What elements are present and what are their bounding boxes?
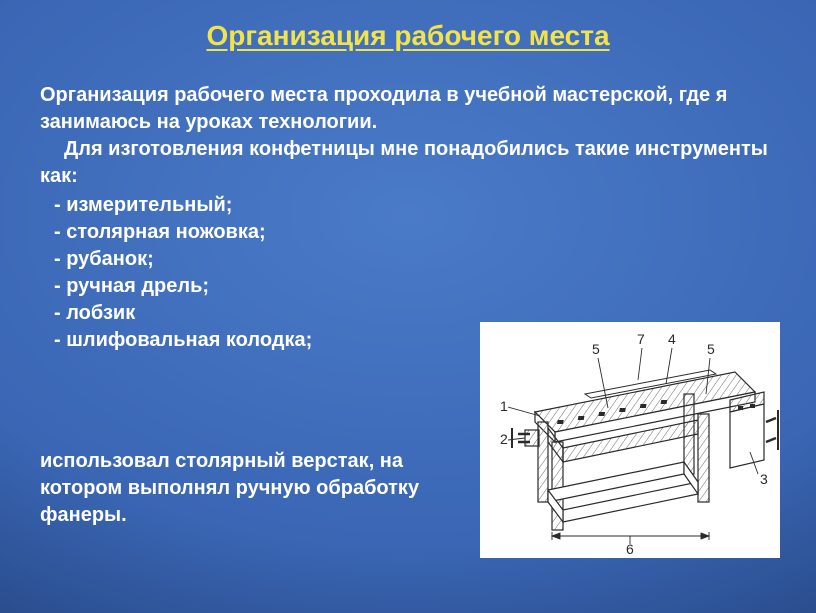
wb-label-5b: 5: [707, 341, 715, 357]
wb-label-3: 3: [760, 471, 768, 487]
wb-label-1: 1: [500, 398, 508, 414]
tool-item: - ручная дрель;: [40, 273, 780, 300]
wb-label-2: 2: [500, 431, 508, 447]
tool-item: - рубанок;: [40, 246, 780, 273]
footer-paragraph: использовал столярный верстак, на которо…: [40, 448, 470, 529]
paragraph-2: Для изготовления конфетницы мне понадоби…: [40, 136, 780, 190]
wb-label-6: 6: [626, 541, 634, 557]
tool-item: - измерительный;: [40, 192, 780, 219]
paragraph-1: Организация рабочего места проходила в у…: [40, 82, 780, 136]
wb-label-5a: 5: [592, 341, 600, 357]
slide-title: Организация рабочего места: [0, 20, 816, 52]
tool-item: - столярная ножовка;: [40, 219, 780, 246]
wb-label-7: 7: [637, 331, 645, 347]
content-block: Организация рабочего места проходила в у…: [40, 82, 780, 354]
wb-label-4: 4: [668, 331, 676, 347]
workbench-diagram: 1 2 3 4 5 5 6 7: [480, 322, 780, 558]
slide: Организация рабочего места Организация р…: [0, 0, 816, 613]
